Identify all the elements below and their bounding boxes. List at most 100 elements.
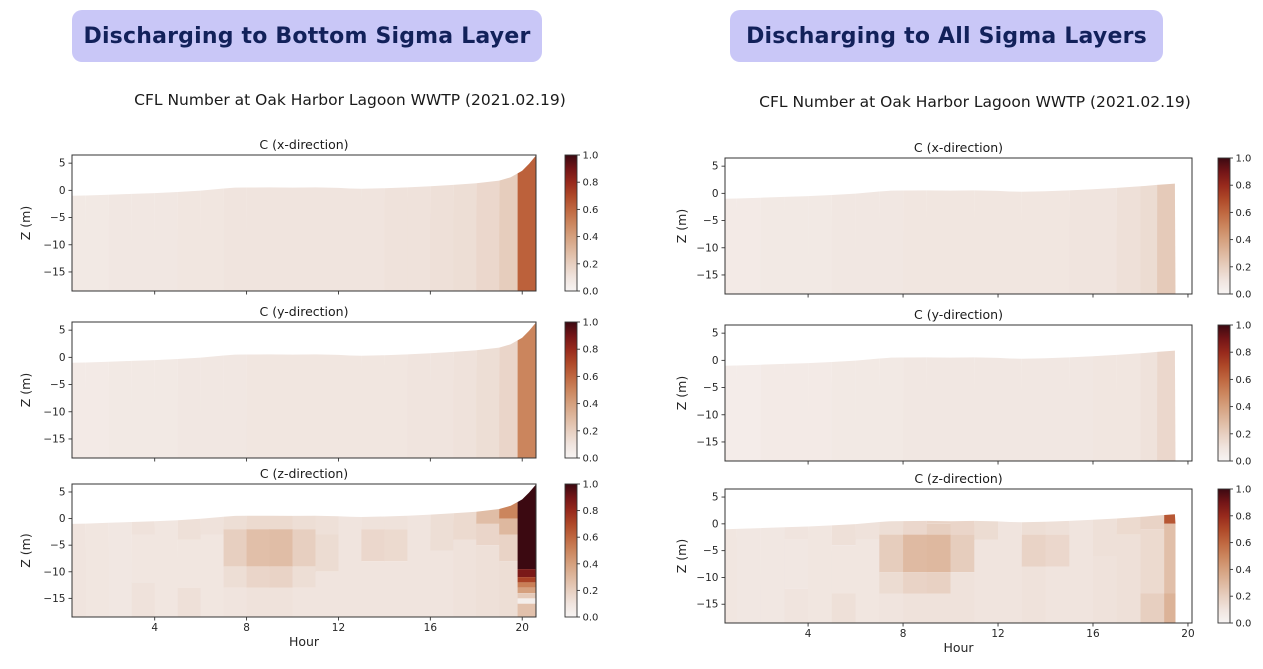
colorbar: 0.0 0.2 0.4 0.6 0.8 1.0	[564, 151, 599, 298]
colorbar-tick-label: 0.2	[583, 586, 599, 597]
colorbar-tick-label: 1.0	[583, 151, 599, 162]
colorbar-tick-label: 0.0	[583, 613, 599, 624]
axes-frame	[724, 488, 1193, 624]
figure-1-subplot-1: 50−5−10−15Z (m)C (y-direction)0.00.20.40…	[674, 307, 1251, 468]
colorbar-tick-label: 0.8	[583, 178, 599, 189]
y-tick-label: −5	[703, 545, 718, 557]
colorbar-tick-label: 0.0	[583, 287, 599, 298]
y-tick-label: 5	[59, 158, 66, 170]
y-tick-label: 5	[712, 161, 719, 173]
mesh-columns	[725, 183, 1176, 294]
x-tick-label: 8	[243, 622, 250, 634]
subplot-title: C (y-direction)	[260, 304, 349, 319]
y-axis-label: Z (m)	[674, 209, 689, 243]
x-tick-label: 12	[332, 622, 345, 634]
y-tick-label: 0	[712, 188, 719, 200]
colorbar-tick-label: 1.0	[1236, 154, 1252, 165]
colorbar-tick-label: 0.8	[1236, 348, 1252, 359]
mesh-columns	[72, 155, 536, 291]
y-tick-label: −15	[43, 266, 65, 278]
colorbar-tick-label: 0.0	[1236, 457, 1252, 468]
y-tick-label: −15	[696, 599, 718, 611]
figure-0-subplot-0: 50−5−10−15Z (m)C (x-direction)0.00.20.40…	[18, 137, 598, 298]
y-tick-label: −10	[696, 242, 718, 254]
colorbar-tick-label: 0.6	[1236, 375, 1252, 386]
colorbar-tick-label: 0.8	[583, 345, 599, 356]
axes-frame	[71, 483, 537, 618]
y-axis-label: Z (m)	[18, 373, 33, 407]
colorbar-tick-label: 0.4	[1236, 402, 1252, 413]
left-scenario-badge: Discharging to Bottom Sigma Layer	[72, 10, 542, 62]
right-scenario-badge: Discharging to All Sigma Layers	[730, 10, 1163, 62]
colorbar: 0.0 0.2 0.4 0.6 0.8 1.0	[564, 480, 599, 624]
x-axis-label: Hour	[943, 640, 974, 655]
y-tick-label: −10	[43, 566, 65, 578]
axes-frame	[724, 324, 1193, 462]
mesh-columns	[725, 514, 1176, 623]
figure-0: 50−5−10−15Z (m)C (x-direction)0.00.20.40…	[18, 137, 598, 649]
colorbar: 0.0 0.2 0.4 0.6 0.8 1.0	[1217, 154, 1252, 301]
figure-1: 50−5−10−15Z (m)C (x-direction)0.00.20.40…	[674, 140, 1251, 655]
mesh-columns	[725, 350, 1176, 461]
figure-0-subplot-1: 50−5−10−15Z (m)C (y-direction)0.00.20.40…	[18, 304, 598, 465]
y-tick-label: −5	[50, 379, 65, 391]
y-tick-label: 0	[712, 518, 719, 530]
colorbar: 0.0 0.2 0.4 0.6 0.8 1.0	[1217, 485, 1252, 630]
axes-frame	[724, 157, 1193, 295]
left-figure-title: CFL Number at Oak Harbor Lagoon WWTP (20…	[134, 91, 566, 109]
x-tick-label: 8	[900, 628, 907, 640]
figure-1-subplot-2: 4 8 12 16 20 Hour 5 0 −5 −10 −15 Z (m) C (z-directio…	[674, 471, 1251, 655]
x-tick-label: 12	[991, 628, 1004, 640]
right-figure-title: CFL Number at Oak Harbor Lagoon WWTP (20…	[759, 93, 1191, 111]
subplot-title: C (z-direction)	[914, 471, 1002, 486]
y-axis-label: Z (m)	[18, 533, 33, 567]
colorbar-tick-label: 0.8	[583, 506, 599, 517]
y-tick-label: −10	[696, 572, 718, 584]
axes-frame	[71, 321, 537, 459]
y-tick-label: 0	[59, 513, 66, 525]
y-tick-label: −15	[43, 593, 65, 605]
subplot-title: C (z-direction)	[260, 466, 348, 481]
colorbar-tick-label: 0.4	[583, 559, 599, 570]
x-tick-label: 20	[1181, 628, 1194, 640]
y-tick-label: −5	[50, 212, 65, 224]
colorbar-tick-label: 0.4	[583, 232, 599, 243]
colorbar-tick-label: 0.2	[1236, 429, 1252, 440]
y-tick-label: 5	[59, 486, 66, 498]
x-tick-label: 20	[516, 622, 529, 634]
figure-1-subplot-0: 50−5−10−15Z (m)C (x-direction)0.00.20.40…	[674, 140, 1251, 301]
colorbar-tick-label: 0.4	[1236, 565, 1252, 576]
colorbar-tick-label: 0.4	[583, 399, 599, 410]
y-axis-label: Z (m)	[674, 376, 689, 410]
colorbar-tick-label: 0.2	[1236, 262, 1252, 273]
y-tick-label: −5	[50, 540, 65, 552]
y-axis-label: Z (m)	[18, 206, 33, 240]
colorbar-tick-label: 0.6	[1236, 208, 1252, 219]
y-tick-label: 0	[712, 355, 719, 367]
colorbar-tick-label: 0.2	[1236, 592, 1252, 603]
colorbar-tick-label: 0.0	[1236, 290, 1252, 301]
x-axis-label: Hour	[289, 634, 320, 649]
y-tick-label: 0	[59, 352, 66, 364]
colorbar-tick-label: 0.0	[583, 454, 599, 465]
colorbar-tick-label: 0.4	[1236, 235, 1252, 246]
x-tick-label: 16	[1086, 628, 1100, 640]
y-tick-label: −5	[703, 215, 718, 227]
colorbar-tick-label: 0.6	[1236, 538, 1252, 549]
y-tick-label: −10	[43, 406, 65, 418]
mesh-columns	[72, 322, 536, 458]
colorbar-tick-label: 0.2	[583, 426, 599, 437]
colorbar-tick-label: 1.0	[583, 480, 599, 491]
colorbar: 0.0 0.2 0.4 0.6 0.8 1.0	[564, 318, 599, 465]
x-tick-label: 4	[805, 628, 812, 640]
y-tick-label: −15	[696, 269, 718, 281]
y-axis-label: Z (m)	[674, 539, 689, 573]
x-tick-label: 16	[424, 622, 438, 634]
colorbar-tick-label: 1.0	[583, 318, 599, 329]
colorbar: 0.0 0.2 0.4 0.6 0.8 1.0	[1217, 321, 1252, 468]
y-tick-label: −15	[43, 433, 65, 445]
figure-0-subplot-2: 4 8 12 16 20 Hour 5 0 −5 −10 −15 Z (m) C (z-directio…	[18, 466, 598, 649]
y-tick-label: −10	[43, 239, 65, 251]
axes-frame	[71, 154, 537, 292]
